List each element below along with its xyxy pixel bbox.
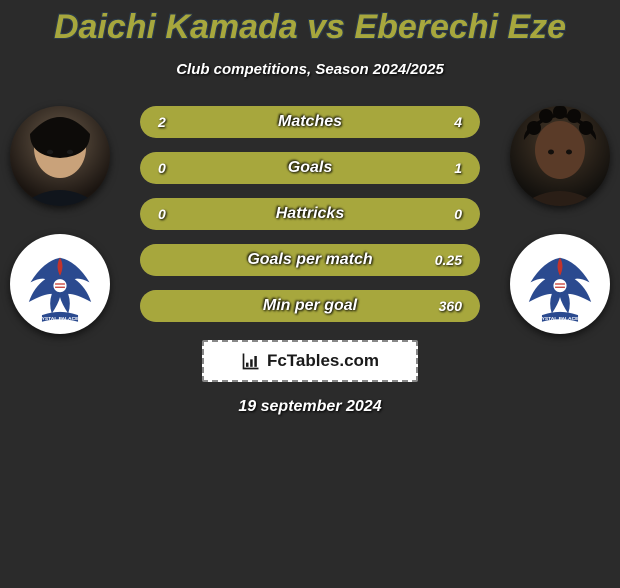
- stat-label: Min per goal: [263, 297, 357, 315]
- stat-label: Matches: [278, 113, 342, 131]
- stat-value-right: 360: [439, 298, 462, 314]
- source-badge: FcTables.com: [202, 340, 418, 382]
- snapshot-date: 19 september 2024: [0, 398, 620, 416]
- stat-row: 2 Matches 4: [140, 106, 480, 138]
- club-badge-text: YSTAL PALACE: [542, 316, 580, 322]
- avatar-placeholder-icon: [510, 106, 610, 206]
- comparison-title: Daichi Kamada vs Eberechi Eze: [0, 8, 620, 47]
- stat-value-left: 0: [158, 160, 166, 176]
- player-left-avatar: [10, 106, 110, 206]
- eagle-icon: YSTAL PALACE: [19, 243, 101, 325]
- club-left-logo: YSTAL PALACE: [10, 234, 110, 334]
- stat-label: Hattricks: [276, 205, 344, 223]
- stat-label: Goals: [288, 159, 332, 177]
- stat-value-left: 2: [158, 114, 166, 130]
- stat-row: Min per goal 360: [140, 290, 480, 322]
- stat-row: 0 Hattricks 0: [140, 198, 480, 230]
- club-badge-text: YSTAL PALACE: [42, 316, 80, 322]
- stat-value-right: 0.25: [435, 252, 462, 268]
- stat-label: Goals per match: [247, 251, 372, 269]
- comparison-body: YSTAL PALACE YSTAL PALACE 2 Matches 4 0 Goal…: [0, 106, 620, 322]
- stat-row: Goals per match 0.25: [140, 244, 480, 276]
- stat-value-right: 0: [454, 206, 462, 222]
- avatar-placeholder-icon: [10, 106, 110, 206]
- player-right-avatar: [510, 106, 610, 206]
- stat-value-right: 4: [454, 114, 462, 130]
- club-right-logo: YSTAL PALACE: [510, 234, 610, 334]
- stat-value-left: 0: [158, 206, 166, 222]
- eagle-icon: YSTAL PALACE: [519, 243, 601, 325]
- stat-value-right: 1: [454, 160, 462, 176]
- stat-fill-left: [140, 106, 252, 138]
- chart-icon: [241, 351, 261, 371]
- stat-row: 0 Goals 1: [140, 152, 480, 184]
- comparison-subtitle: Club competitions, Season 2024/2025: [0, 61, 620, 78]
- stats-list: 2 Matches 4 0 Goals 1 0 Hattricks 0 Goals per mat…: [140, 106, 480, 322]
- source-brand-text: FcTables.com: [267, 351, 379, 371]
